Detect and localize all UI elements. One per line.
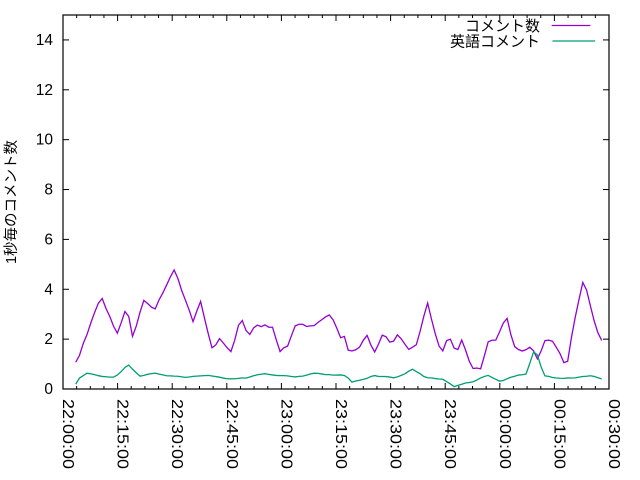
svg-text:22:15:00: 22:15:00 — [114, 399, 131, 469]
svg-text:12: 12 — [36, 82, 53, 99]
svg-text:00:15:00: 00:15:00 — [550, 399, 567, 469]
svg-text:英語コメント: 英語コメント — [450, 33, 540, 51]
svg-text:00:00:00: 00:00:00 — [496, 399, 513, 469]
svg-text:23:45:00: 23:45:00 — [441, 399, 458, 469]
svg-text:コメント数: コメント数 — [465, 18, 540, 35]
svg-text:22:45:00: 22:45:00 — [223, 399, 240, 469]
svg-text:00:30:00: 00:30:00 — [605, 399, 622, 469]
svg-text:1秒毎のコメント数: 1秒毎のコメント数 — [3, 140, 20, 264]
svg-text:23:15:00: 23:15:00 — [332, 399, 349, 469]
svg-text:10: 10 — [36, 132, 54, 149]
svg-text:23:00:00: 23:00:00 — [277, 399, 294, 469]
svg-text:14: 14 — [36, 32, 54, 49]
svg-text:8: 8 — [44, 182, 53, 199]
svg-text:0: 0 — [44, 381, 53, 398]
svg-text:4: 4 — [44, 281, 53, 298]
svg-text:23:30:00: 23:30:00 — [387, 399, 404, 469]
svg-text:2: 2 — [44, 331, 53, 348]
svg-text:22:30:00: 22:30:00 — [168, 399, 185, 469]
svg-text:6: 6 — [44, 231, 53, 248]
svg-text:22:00:00: 22:00:00 — [59, 399, 76, 469]
